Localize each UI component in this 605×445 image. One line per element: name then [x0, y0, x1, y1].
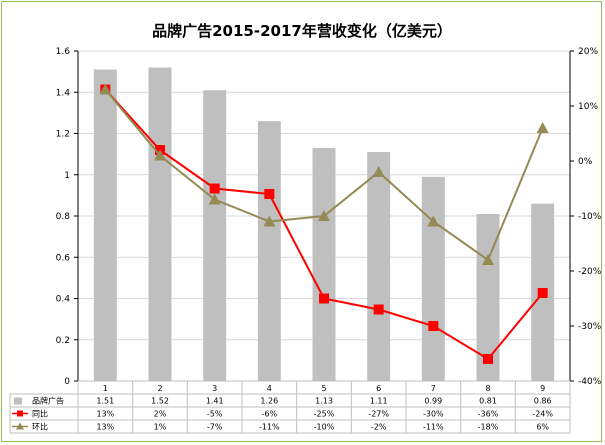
- data-label: 0.86: [534, 397, 552, 406]
- data-label: -36%: [478, 410, 499, 419]
- category-label: 3: [212, 384, 217, 393]
- y-tick-label: 1.4: [56, 88, 71, 98]
- data-label: 2%: [154, 410, 167, 419]
- data-label: -5%: [207, 410, 223, 419]
- chart-title: 品牌广告2015-2017年营收变化（亿美元）: [152, 22, 452, 40]
- bar: [203, 90, 227, 381]
- category-label: 2: [157, 384, 162, 393]
- data-label: 6%: [536, 423, 549, 432]
- legend-key-marker: [17, 410, 23, 417]
- category-label: 7: [431, 384, 436, 393]
- data-point-triangle: [263, 215, 276, 227]
- data-label: 13%: [96, 423, 114, 432]
- y2-tick-label: -30%: [578, 322, 602, 332]
- legend-label: 同比: [32, 409, 48, 419]
- line-series: [99, 83, 549, 364]
- bar-series: [93, 67, 555, 381]
- y-tick-label: 1.6: [56, 47, 71, 57]
- data-label: 1%: [154, 423, 167, 432]
- category-label: 9: [540, 384, 545, 393]
- data-label: 13%: [96, 410, 114, 419]
- data-point-triangle: [536, 122, 549, 133]
- data-point-triangle: [99, 83, 112, 95]
- y2-tick-label: 20%: [578, 47, 598, 57]
- data-label: 1.13: [315, 397, 333, 406]
- y2-tick-label: -10%: [578, 212, 602, 222]
- data-label: -27%: [368, 410, 389, 419]
- y2-tick-label: -20%: [578, 267, 602, 277]
- data-label: -30%: [423, 410, 444, 419]
- category-label: 4: [267, 384, 272, 393]
- bar: [148, 67, 172, 381]
- y-tick-label: 0.4: [56, 295, 71, 305]
- data-label: 1.51: [96, 397, 114, 406]
- data-label: -24%: [532, 410, 553, 419]
- data-point-square: [209, 183, 220, 194]
- data-point-square: [264, 189, 275, 199]
- bar: [312, 147, 336, 381]
- legend-label: 品牌广告: [32, 396, 64, 406]
- data-point-square: [537, 288, 548, 298]
- data-label: -10%: [314, 423, 335, 432]
- y-tick-label: 1.2: [56, 130, 70, 140]
- y2-tick-label: 0%: [578, 157, 593, 167]
- data-label: -25%: [314, 410, 335, 419]
- data-point-triangle: [154, 149, 166, 161]
- data-label: 0.99: [424, 397, 442, 406]
- bar: [367, 152, 391, 381]
- y2-tick-label: 10%: [578, 102, 598, 112]
- data-point-triangle: [482, 254, 494, 265]
- data-label: -7%: [207, 423, 223, 432]
- category-label: 6: [376, 384, 381, 393]
- category-label: 5: [321, 384, 326, 393]
- data-label: -6%: [262, 410, 278, 419]
- y-tick-label: 0.6: [56, 253, 71, 263]
- legend-key-marker: [16, 422, 24, 430]
- data-point-triangle: [318, 210, 330, 221]
- data-label: 1.11: [370, 397, 388, 406]
- y-tick-label: 0.2: [56, 336, 70, 346]
- category-label: 8: [485, 384, 490, 393]
- bar: [421, 176, 445, 381]
- data-point-triangle: [208, 193, 221, 205]
- y-tick-label: 1: [64, 171, 70, 181]
- data-table: 1 2 3 4 5 6 7 8 9 品牌广告 1.51 1.52 1.41 1.26 1.13 1.11 0.9…: [9, 380, 571, 434]
- y-tick-label: 0: [64, 377, 70, 387]
- axes: 0 0.2 0.4 0.6 0.8 1 1.2 1.4 1.6 -40% -30% -20% -10% 0…: [56, 47, 602, 387]
- y2-tick-label: -40%: [578, 377, 602, 387]
- legend-key-bar: [14, 397, 22, 405]
- data-label: 0.81: [479, 397, 497, 406]
- data-point-square: [319, 293, 329, 304]
- data-point-triangle: [427, 215, 440, 227]
- data-label: -11%: [259, 423, 280, 432]
- data-point-square: [373, 304, 384, 315]
- data-label: -11%: [423, 423, 444, 432]
- data-point-triangle: [372, 166, 385, 177]
- data-point-square: [483, 354, 493, 364]
- data-label: 1.52: [151, 397, 169, 406]
- data-label: 1.41: [206, 397, 224, 406]
- data-label: -2%: [371, 423, 387, 432]
- y-tick-label: 0.8: [56, 212, 71, 222]
- data-point-square: [428, 321, 439, 331]
- bar: [257, 121, 281, 381]
- data-label: 1.26: [260, 397, 278, 406]
- bar: [93, 69, 117, 381]
- legend-label: 环比: [32, 422, 48, 432]
- data-label: -18%: [478, 423, 499, 432]
- category-label: 1: [103, 384, 108, 393]
